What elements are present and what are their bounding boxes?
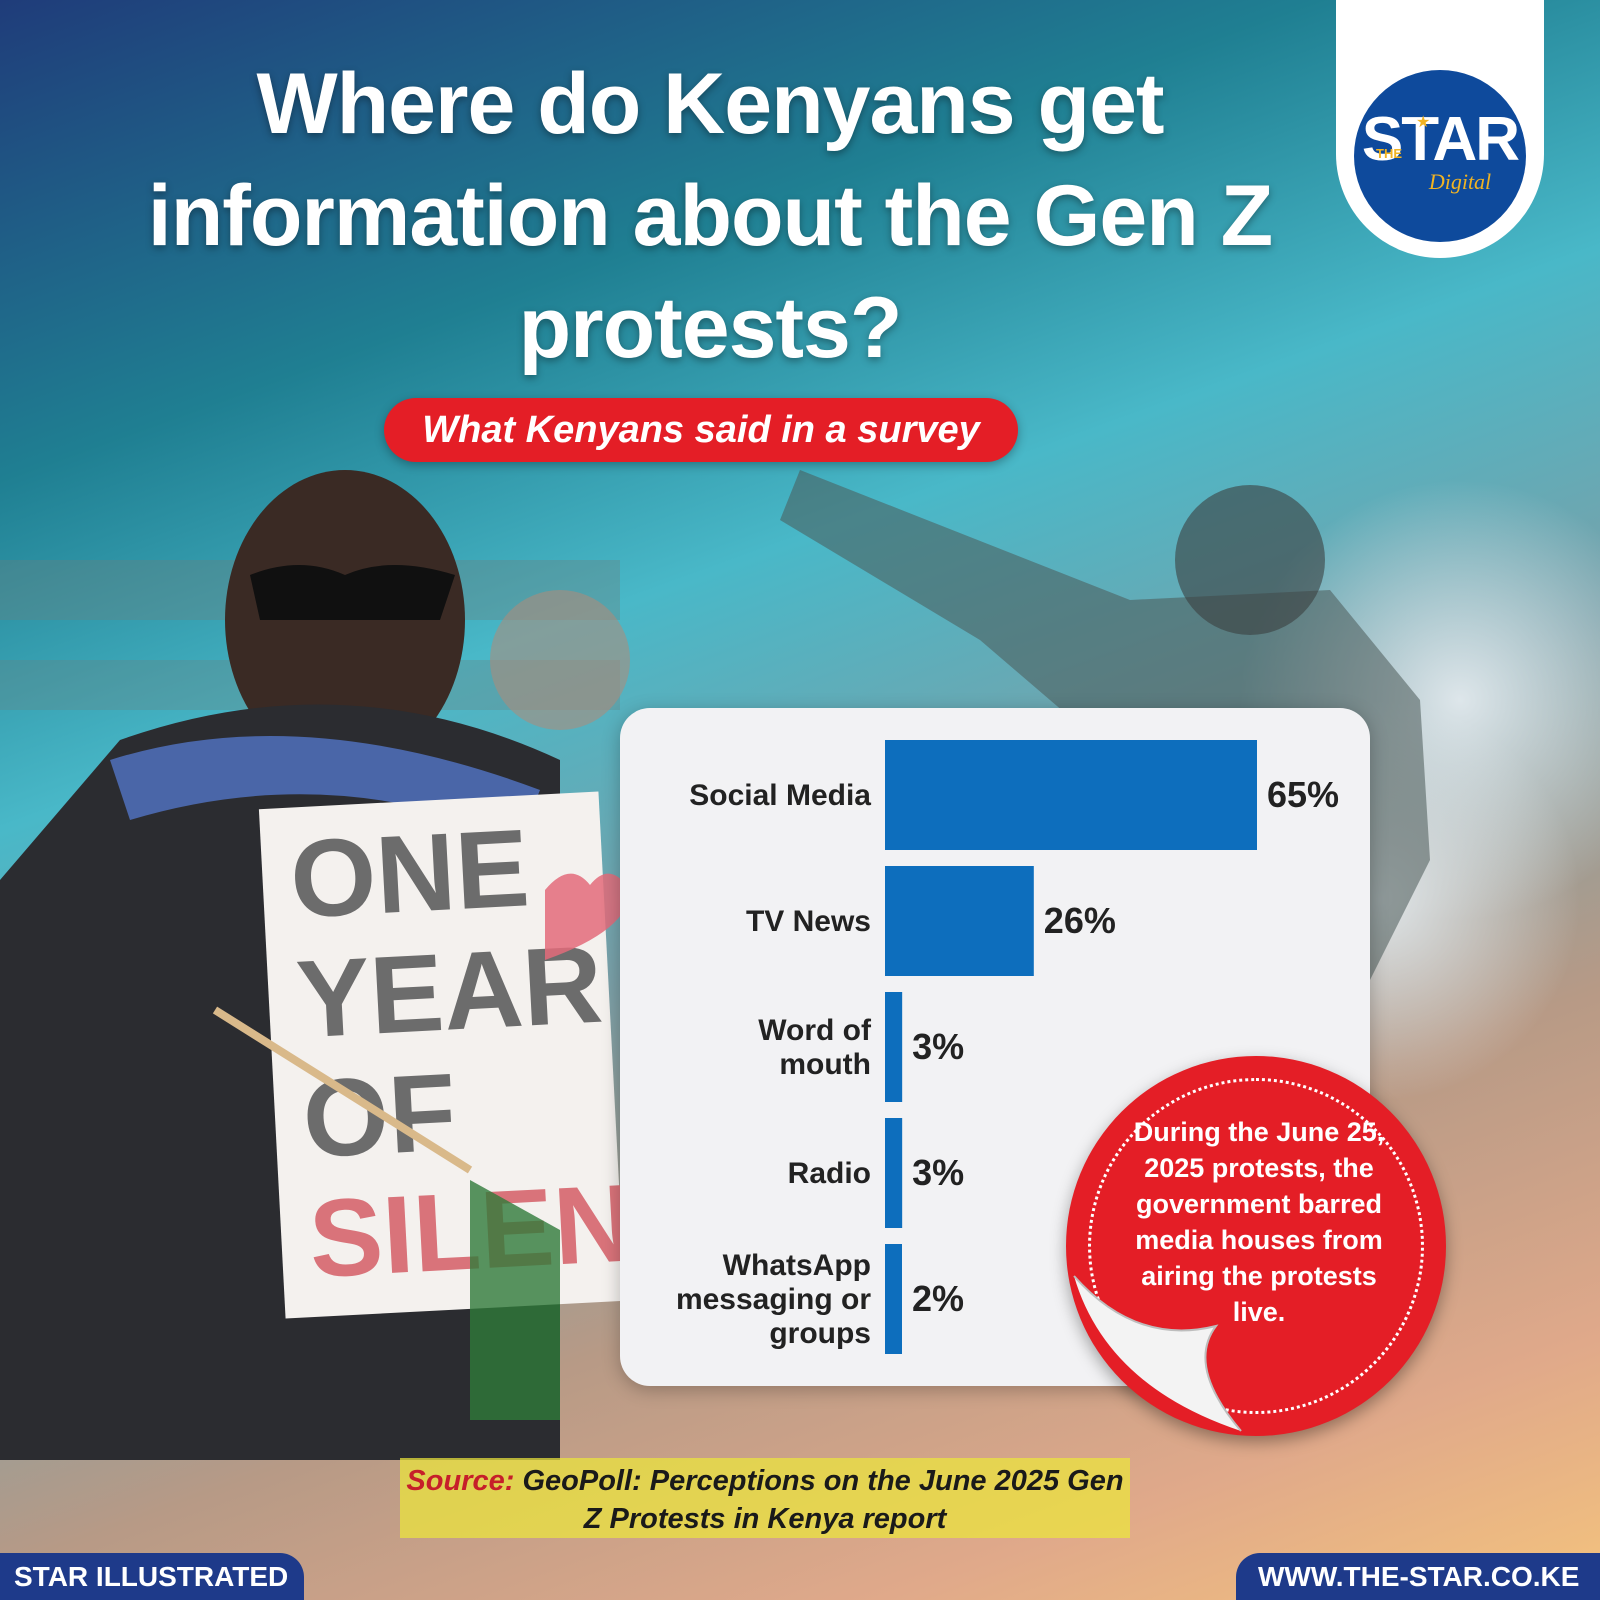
logo-digital: Digital [1428,169,1492,194]
callout-dotted-ring [1088,1078,1424,1414]
subtitle-text: What Kenyans said in a survey [422,408,980,451]
value-label-3: 3% [912,1152,964,1193]
headline: Where do Kenyans get information about t… [147,56,1273,376]
category-label-3: Radio [788,1157,871,1190]
source-note: Source: GeoPoll: Perceptions on the June… [400,1458,1130,1538]
category-label-1: TV News [746,905,871,938]
bar-2 [885,992,903,1102]
star-logo[interactable]: THE ★ STAR Digital [1336,0,1544,258]
value-label-2: 3% [912,1026,964,1067]
source-prefix: Source: [406,1465,515,1497]
callout-text: During the June 25, 2025 protests, the g… [1133,1117,1385,1327]
svg-text:ONE: ONE [287,806,531,941]
bar-0 [885,740,1257,850]
star-icon: ★ [1416,114,1431,131]
value-label-1: 26% [1044,900,1116,941]
category-label-4: WhatsApp messaging or groups [676,1249,871,1350]
footer-brand: STAR ILLUSTRATED [0,1553,304,1600]
logo-the: THE [1376,146,1402,161]
bar-chart: 65% Social Media 26% TV News 3% Word of mouth 3… [676,740,1339,1354]
footer-website-link[interactable]: WWW.THE-STAR.CO.KE [1236,1553,1600,1600]
callout-sticker: During the June 25, 2025 protests, the g… [1066,1056,1446,1436]
bar-3 [885,1118,903,1228]
bar-1 [885,866,1034,976]
page-curl [1073,1275,1242,1432]
category-label-0: Social Media [689,779,871,812]
logo-wordmark: STAR [1361,105,1520,174]
chart-panel: 65% Social Media 26% TV News 3% Word of mouth 3… [620,708,1370,1386]
value-label-0: 65% [1267,774,1339,815]
logo-circle: THE ★ STAR Digital [1354,70,1526,242]
category-label-2: Word of mouth [758,1014,872,1081]
subtitle-pill: What Kenyans said in a survey [384,398,1018,462]
bar-4 [885,1244,902,1354]
source-text: GeoPoll: Perceptions on the June 2025 Ge… [514,1465,1124,1535]
value-label-4: 2% [912,1278,964,1319]
